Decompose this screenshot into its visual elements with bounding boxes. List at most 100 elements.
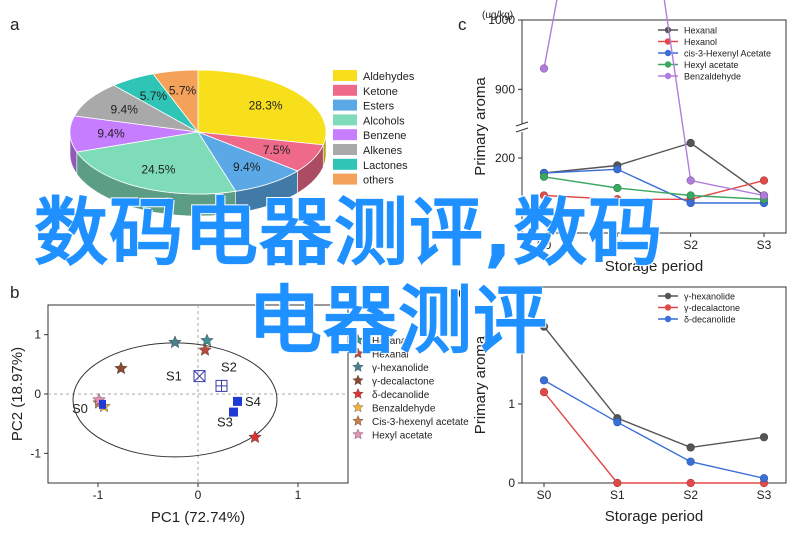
sample-label: S1 — [166, 369, 182, 384]
pie-chart-a: 28.3%7.5%9.4%24.5%9.4%9.4%5.7% 5.7% — [69, 69, 327, 217]
line-chart-c: S0 S1 S2 S3 200 900 1000 Storage period Primary … — [472, 0, 787, 275]
y-axis-label: Primary aroma — [472, 77, 489, 176]
legend-marker — [664, 72, 672, 80]
legend-star — [352, 374, 364, 386]
legend-label: Benzaldehyde — [684, 72, 741, 82]
series-point — [686, 191, 695, 200]
legend-label: Benzaldehyde — [372, 404, 436, 415]
legend-swatch-alkenes — [333, 144, 357, 155]
series-line — [543, 391, 764, 484]
y-tick-label: 0 — [34, 387, 41, 401]
plot-frame — [521, 286, 787, 484]
legend-swatch-benzene — [333, 129, 357, 141]
pie-data-label: 28.3% — [249, 99, 283, 113]
series-point — [686, 138, 695, 148]
legend-label: cis-3-Hexenyl Acetate — [684, 49, 771, 59]
legend-swatch-aldehydes — [333, 70, 357, 81]
sample-marker — [193, 370, 206, 382]
pie-slice-benzene — [69, 115, 199, 153]
pie-slice-alcohols — [76, 131, 237, 195]
scatter-point-star — [248, 430, 262, 444]
y-tick-label: -1 — [30, 446, 41, 460]
legend-label: Hexyl acetate — [372, 431, 433, 442]
x-tick-label: S3 — [757, 238, 772, 252]
x-tick-label: 1 — [295, 488, 302, 502]
series-point — [539, 172, 549, 181]
legend-label: δ-decanolide — [372, 390, 430, 401]
legend-label-aldehydes: Aldehydes — [363, 71, 415, 83]
x-axis-label: PC1 (72.74%) — [151, 509, 245, 526]
pie-legend-a: Aldehydes Ketone Esters Alcohols Benzene Alke… — [333, 70, 415, 187]
x-axis-label: Storage period — [605, 508, 703, 525]
series-line — [543, 176, 765, 200]
x-tick-label: -1 — [93, 488, 104, 502]
legend-marker — [664, 61, 672, 68]
series-point — [613, 165, 622, 174]
legend-label: Cis-3-hexenyl acetate — [372, 417, 469, 428]
panel-label-c: c — [458, 15, 467, 34]
legend-marker — [664, 315, 672, 323]
series-point — [613, 183, 622, 193]
legend-label: δ-decanolide — [684, 315, 736, 325]
pie-slice-others — [152, 69, 199, 134]
pie-data-label: 9.4% — [111, 103, 139, 117]
sample-marker — [229, 407, 238, 417]
series-point — [539, 191, 549, 200]
legend-label-benzene: Benzene — [363, 130, 406, 142]
series-point — [686, 198, 695, 208]
axis-break-mark — [515, 127, 529, 133]
scatter-point-star — [198, 343, 212, 356]
legend-label: γ-decalactone — [684, 303, 740, 313]
x-axis-label: Storage period — [605, 258, 703, 275]
series-point — [539, 64, 549, 73]
series-point — [686, 478, 695, 488]
legend-star — [352, 388, 364, 399]
sample-marker — [99, 399, 106, 409]
y-axis-label: Primary aroma — [472, 335, 489, 434]
watermark-line-2: 电器测评 — [248, 278, 548, 364]
x-tick-label: S2 — [683, 488, 698, 502]
series-point — [686, 457, 695, 466]
panel-label-d: d — [458, 283, 467, 302]
y-tick-label: 1000 — [488, 13, 515, 27]
legend-label: γ-hexanolide — [372, 363, 429, 374]
legend-label-alcohols: Alcohols — [363, 115, 405, 127]
legend-label: Hexanal — [372, 350, 409, 361]
legend-label-lactones: Lactones — [363, 160, 408, 172]
series-line — [543, 168, 764, 204]
x-tick-label: S3 — [757, 488, 772, 502]
pie-slice-aldehydes — [197, 69, 327, 146]
series-point — [539, 376, 549, 385]
legend-swatch-others — [333, 173, 357, 185]
pie-data-label: 5.7% — [140, 89, 168, 103]
pie-data-label: 24.5% — [141, 163, 175, 177]
sample-label: S3 — [217, 415, 233, 430]
pie-data-label: 7.5% — [263, 143, 291, 157]
series-line — [543, 0, 765, 197]
series-point — [539, 322, 549, 331]
series-point — [759, 474, 769, 483]
series-line — [543, 142, 765, 197]
legend-label: Hexyl acetate — [684, 60, 739, 70]
legend-label-esters: Esters — [363, 101, 395, 113]
pie-data-label: 9.4% — [233, 160, 261, 174]
series-point — [686, 176, 695, 185]
x-tick-label: S0 — [537, 238, 552, 252]
legend-marker — [664, 292, 672, 300]
axis-break-gap — [516, 124, 530, 132]
y-axis-label: PC2 (18.97%) — [9, 347, 26, 441]
series-point — [613, 478, 622, 488]
y-tick-label: 900 — [495, 82, 515, 96]
scatter-point-star — [200, 333, 214, 347]
x-tick-label: S1 — [610, 238, 625, 252]
series-line — [543, 379, 765, 479]
sample-label: S0 — [72, 401, 88, 416]
pie-data-label: 5.7% — [169, 84, 197, 98]
legend-star — [352, 361, 364, 372]
legend-label: γ-decalactone — [372, 377, 435, 388]
legend-star — [352, 334, 364, 345]
legend-label-alkenes: Alkenes — [363, 145, 403, 157]
series-point — [759, 433, 769, 442]
legend-star — [352, 428, 364, 440]
